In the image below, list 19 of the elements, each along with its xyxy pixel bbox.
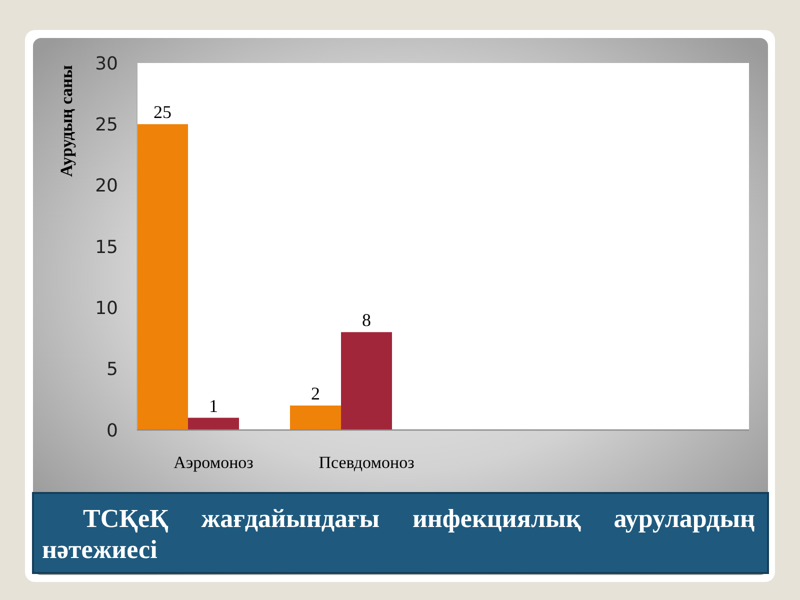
x-tick-label: Аэромоноз	[174, 453, 254, 472]
bar	[341, 332, 392, 430]
bar	[290, 406, 341, 430]
bar	[188, 418, 239, 430]
y-tick-label: 0	[106, 420, 118, 442]
y-tick-label: 15	[95, 236, 118, 258]
data-label: 2	[311, 384, 320, 404]
y-tick-label: 10	[95, 298, 118, 319]
y-axis-title: Аурудың саны	[57, 65, 76, 177]
text: ТСҚеҚ жағдайындағы инфекциялық аурулардың нәтежиесі	[42, 503, 755, 565]
data-label: 1	[209, 396, 218, 416]
bar	[137, 124, 188, 430]
y-tick-label: 20	[95, 176, 118, 197]
y-tick-label: 30	[95, 53, 118, 74]
x-tick-label: Псевдомоноз	[318, 453, 415, 472]
data-label: 25	[154, 102, 172, 122]
y-tick-label: 5	[106, 359, 118, 380]
y-tick-label: 25	[95, 114, 118, 136]
data-label: 8	[362, 310, 371, 330]
